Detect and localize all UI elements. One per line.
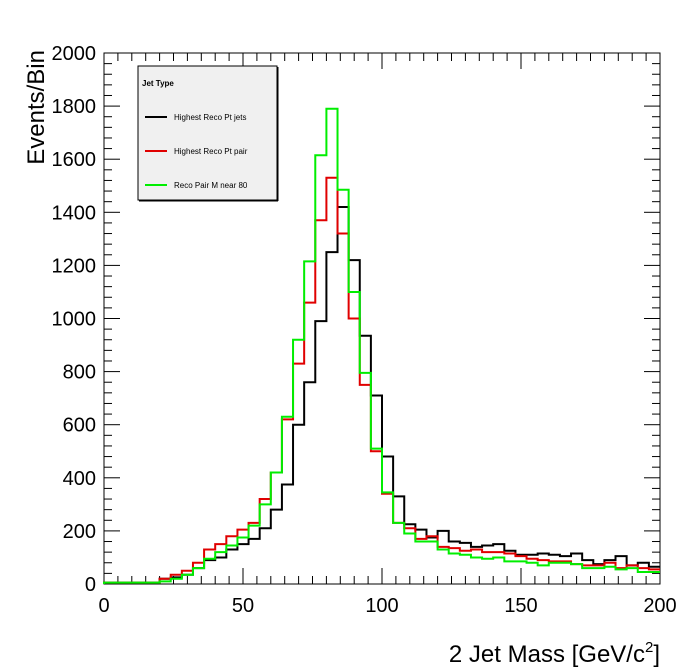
y-tick-label: 800 bbox=[63, 362, 96, 384]
legend-label: Highest Reco Pt jets bbox=[174, 113, 246, 122]
series-line-1 bbox=[103, 205, 660, 584]
series-layer bbox=[103, 107, 660, 584]
y-tick-label: 1400 bbox=[52, 202, 97, 224]
x-tick-label: 50 bbox=[232, 595, 254, 617]
y-tick-label: 600 bbox=[63, 415, 96, 437]
y-tick-label: 0 bbox=[85, 574, 96, 596]
y-tick-label: 1600 bbox=[52, 149, 97, 171]
series-line-3 bbox=[103, 107, 660, 584]
y-tick-label: 1800 bbox=[52, 96, 97, 118]
legend-title: Jet Type bbox=[142, 79, 174, 88]
y-tick-label: 2000 bbox=[52, 43, 97, 65]
y-axis-title: Events/Bin bbox=[23, 50, 50, 165]
y-tick-label: 400 bbox=[63, 468, 96, 490]
legend-label: Reco Pair M near 80 bbox=[174, 181, 248, 190]
y-tick-label: 1000 bbox=[52, 309, 97, 331]
legend-box bbox=[137, 65, 278, 201]
y-tick-label: 1200 bbox=[52, 255, 97, 277]
axis-ticks bbox=[103, 52, 661, 585]
x-axis-title-end: ] bbox=[653, 641, 660, 668]
y-tick-label: 200 bbox=[63, 521, 96, 543]
x-axis-title: 2 Jet Mass [GeV/c2] bbox=[449, 639, 660, 668]
axis-tick-labels: 0 50 100 150 2000200400600800100012001400160… bbox=[52, 43, 677, 617]
x-tick-label: 150 bbox=[504, 595, 537, 617]
series-line-2 bbox=[103, 176, 660, 584]
x-tick-label: 100 bbox=[365, 595, 398, 617]
legend-entries: Highest Reco Pt jets Highest Reco Pt pair… bbox=[145, 113, 248, 190]
x-tick-label: 200 bbox=[643, 595, 676, 617]
legend-label: Highest Reco Pt pair bbox=[174, 147, 248, 156]
x-axis-title-sup: 2 bbox=[645, 639, 653, 656]
x-tick-label: 0 bbox=[98, 595, 109, 617]
